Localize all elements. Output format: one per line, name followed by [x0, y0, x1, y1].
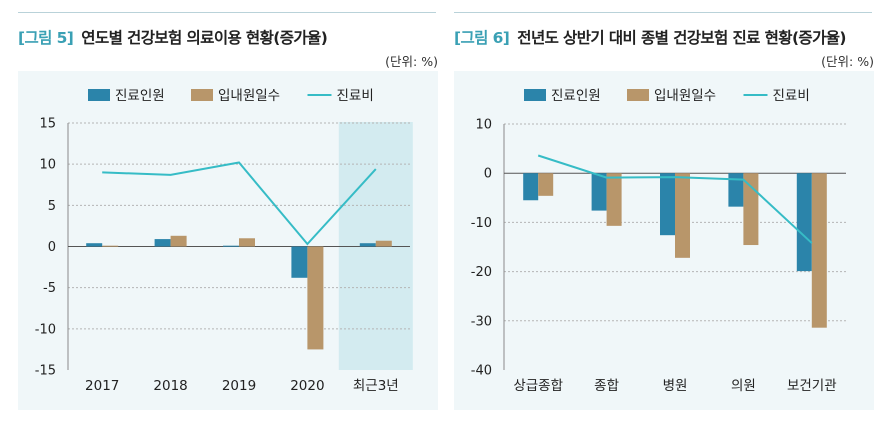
bar-진료인원: [86, 243, 103, 247]
y-tick-label: -10: [35, 322, 56, 337]
legend-swatch-입내원일수: [191, 89, 213, 101]
x-category-label: 종합: [594, 378, 619, 394]
x-category-label: 병원: [663, 378, 688, 394]
bar-입내원일수: [606, 173, 622, 226]
y-tick-label: 0: [48, 240, 56, 255]
bar-입내원일수: [375, 240, 392, 247]
x-category-label: 2020: [290, 378, 324, 394]
institution-type-growth-chart: 10 0 -10 -20 -30 -40 상급종합 종합 병원 의원 보건기관 진료인원 입내원일수 진료…: [471, 88, 846, 394]
figure-5-panel: [그림 5] 연도별 건강보험 의료이용 현황(증가율) (단위: %) 15 10…: [18, 0, 438, 434]
figure-label: [그림 6]: [454, 29, 510, 47]
bar-진료인원: [359, 243, 376, 247]
legend-label: 진료비: [773, 88, 810, 104]
legend-label: 진료인원: [551, 88, 601, 104]
top-rule: [454, 12, 872, 13]
bar-진료인원: [154, 239, 171, 247]
y-tick-label: -10: [471, 216, 492, 231]
y-tick-label: -5: [43, 281, 56, 296]
legend-swatch-진료인원: [88, 89, 110, 101]
bar-진료인원: [728, 173, 744, 207]
bar-진료인원: [796, 173, 812, 272]
bar-진료인원: [523, 173, 539, 201]
top-rule: [18, 12, 436, 13]
figure-title-text: 연도별 건강보험 의료이용 현황(증가율): [81, 29, 328, 47]
yearly-growth-chart: 15 10 5 0 -5 -10 -15 2017 2018 2019 2020 최근3년 진료인원 입내…: [35, 88, 413, 394]
x-category-label: 2017: [85, 378, 119, 394]
unit-label: (단위: %): [821, 54, 874, 69]
y-tick-label: 15: [39, 117, 56, 132]
bar-입내원일수: [170, 235, 187, 247]
legend-label: 진료비: [337, 88, 374, 104]
bar-진료인원: [223, 245, 239, 247]
y-tick-label: 5: [48, 199, 56, 214]
unit-label: (단위: %): [385, 54, 438, 69]
x-category-label: 의원: [731, 378, 756, 394]
figure-6-panel: [그림 6] 전년도 상반기 대비 종별 건강보험 진료 현황(증가율) (단위:…: [454, 0, 874, 434]
bar-진료인원: [591, 173, 607, 211]
legend-label: 진료인원: [115, 88, 165, 104]
figure-label: [그림 5]: [18, 29, 74, 47]
y-tick-label: 0: [484, 167, 492, 182]
legend-swatch-입내원일수: [627, 89, 649, 101]
y-tick-label: 10: [475, 118, 492, 133]
legend-label: 입내원일수: [218, 88, 280, 104]
x-category-label: 2019: [222, 378, 256, 394]
bar-진료인원: [291, 246, 308, 278]
y-tick-label: -15: [35, 364, 56, 379]
line-진료비: [102, 161, 377, 246]
y-tick-label: -30: [471, 314, 492, 329]
x-category-label: 최근3년: [353, 378, 399, 394]
figure-title: [그림 5] 연도별 건강보험 의료이용 현황(증가율): [18, 26, 328, 48]
x-category-label: 보건기관: [787, 378, 837, 394]
bar-입내원일수: [675, 173, 690, 258]
legend-swatch-진료인원: [524, 89, 546, 101]
figure-title-text: 전년도 상반기 대비 종별 건강보험 진료 현황(증가율): [517, 29, 846, 47]
x-category-label: 상급종합: [513, 378, 563, 394]
figure-title: [그림 6] 전년도 상반기 대비 종별 건강보험 진료 현황(증가율): [454, 26, 846, 48]
x-category-label: 2018: [153, 378, 187, 394]
bar-입내원일수: [102, 245, 119, 247]
y-tick-label: -20: [471, 265, 492, 280]
bar-진료인원: [660, 173, 675, 236]
bar-입내원일수: [538, 173, 554, 196]
bar-입내원일수: [743, 173, 759, 246]
y-tick-label: 10: [39, 158, 56, 173]
legend-label: 입내원일수: [654, 88, 716, 104]
y-tick-label: -40: [471, 364, 492, 379]
bar-입내원일수: [239, 238, 255, 247]
line-진료비: [537, 154, 813, 244]
bar-입내원일수: [811, 173, 827, 328]
bar-입내원일수: [307, 246, 324, 350]
